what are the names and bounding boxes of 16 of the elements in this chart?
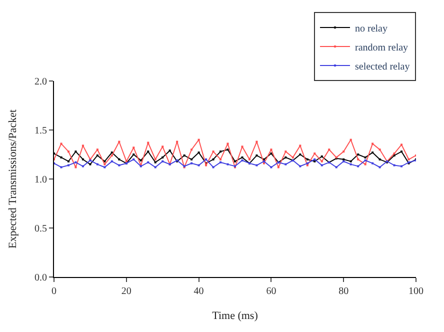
y-tick-label: 0.0 <box>34 272 47 284</box>
x-tick-label: 40 <box>194 286 204 297</box>
y-tick-label: 1.0 <box>34 174 47 186</box>
y-tick-label: 0.5 <box>34 224 47 234</box>
x-tick-label: 100 <box>408 286 424 297</box>
x-tick-label: 80 <box>338 286 349 297</box>
y-axis-title: Expected Transmissions/Packet <box>7 109 20 249</box>
legend-label: no relay <box>355 23 388 34</box>
y-tick-label: 1.5 <box>34 126 47 136</box>
legend-label: selected relay <box>355 61 410 72</box>
legend-label: random relay <box>355 42 408 54</box>
y-tick-label: 2.0 <box>34 76 47 88</box>
x-axis-title: Time (ms) <box>212 310 258 322</box>
x-tick-label: 0 <box>52 286 56 297</box>
x-tick-label: 20 <box>121 286 132 297</box>
x-tick-label: 60 <box>266 286 276 297</box>
